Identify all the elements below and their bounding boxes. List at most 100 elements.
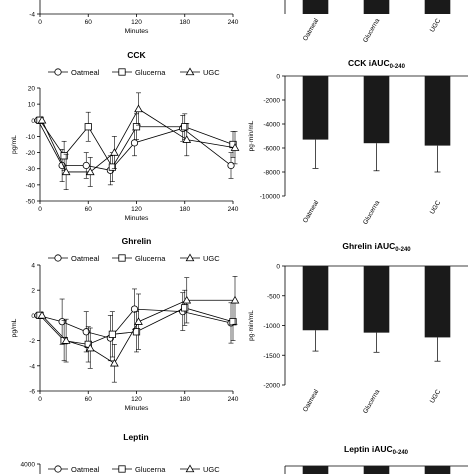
cck_line-chart: CCK Oatmeal Glucerna UGC 20 10 0 -10 -20 -30 -40 -5… — [11, 50, 240, 222]
data-point-square — [84, 123, 92, 131]
x-category-label: UGC — [429, 388, 442, 404]
title-subscript: 0-240 — [393, 450, 409, 456]
y-axis-label: pg·min/mL — [248, 310, 255, 341]
legend-circle-icon — [54, 68, 62, 76]
x-category-label: Oatmeal — [302, 388, 321, 413]
y-tick-label: -2 — [29, 338, 35, 345]
legend-label-glucerna: Glucerna — [135, 465, 166, 474]
cck_line-title: CCK — [127, 50, 146, 60]
legend-label-ugc: UGC — [203, 68, 220, 77]
y-tick-label: -500 — [267, 293, 280, 300]
data-point-triangle — [61, 336, 71, 344]
data-point-circle — [130, 305, 139, 313]
data-point-triangle — [110, 148, 119, 156]
bar-partial — [424, 466, 451, 474]
x-tick-label: 60 — [85, 206, 93, 213]
x-tick-label: 180 — [179, 19, 190, 26]
x-axis-label: Minutes — [125, 28, 149, 35]
data-point-square — [132, 328, 141, 336]
legend-label-glucerna: Glucerna — [135, 68, 166, 77]
top-line-partial: -40 60 120 180 240 Minutes — [29, 0, 239, 35]
y-tick-label: -10 — [26, 134, 36, 141]
y-tick-label: -40 — [26, 182, 36, 189]
bar-glucerna — [363, 76, 390, 144]
y-tick-label: -2000 — [263, 98, 280, 105]
y-tick-label: -6000 — [263, 146, 280, 153]
bar-partial — [363, 466, 390, 474]
legend-circle-icon — [54, 254, 62, 262]
legend-triangle-icon — [185, 464, 195, 473]
top-bar-partial: Oatmeal Glucerna UGC — [284, 0, 451, 44]
title-main: Leptin iAUC — [344, 444, 393, 454]
bar-ugc — [424, 0, 451, 14]
legend-square-icon — [118, 254, 126, 262]
data-point-triangle — [85, 167, 95, 176]
data-point-circle — [227, 161, 235, 170]
x-category-label: Oatmeal — [302, 17, 321, 42]
y-tick-label: 0 — [276, 74, 280, 81]
legend-circle-icon — [54, 465, 62, 473]
x-tick-label: 120 — [131, 396, 142, 403]
ghrelin_bar-chart: Ghrelin iAUC0-240 0 -500 -1000 -1500 -2000 pg·… — [248, 241, 468, 415]
bar-oatmeal — [302, 0, 329, 14]
x-tick-label: 180 — [179, 206, 190, 213]
data-point-triangle — [37, 115, 47, 124]
leptin-title: Leptin — [123, 432, 149, 442]
bar-ugc — [424, 266, 451, 338]
ghrelin_line-title: Ghrelin — [122, 236, 152, 246]
bar-glucerna — [363, 0, 390, 14]
data-point-triangle — [134, 317, 143, 325]
x-category-label: Glucerna — [362, 199, 381, 226]
y-axis-label: pg·min/mL — [248, 120, 255, 151]
y-tick-label: 4000 — [21, 462, 36, 469]
x-tick-label: 60 — [85, 19, 93, 26]
y-tick-label: -4000 — [263, 122, 280, 129]
bar-oatmeal — [302, 266, 329, 331]
legend-label-oatmeal: Oatmeal — [71, 254, 100, 263]
x-tick-label: 60 — [85, 396, 93, 403]
y-tick-label: 4 — [31, 263, 35, 270]
leptin-line-partial: Leptin 4000 Oatmeal Glucerna UGC — [21, 432, 220, 474]
x-category-label: Glucerna — [362, 388, 381, 415]
x-category-label: UGC — [429, 17, 442, 33]
data-point-triangle — [134, 104, 143, 113]
y-tick-label: -10000 — [260, 194, 281, 201]
legend-triangle-icon — [185, 253, 195, 262]
y-tick-label: 10 — [28, 102, 36, 109]
x-tick-label: 120 — [131, 19, 142, 26]
cck_bar-title: CCK iAUC0-240 — [348, 58, 406, 70]
x-tick-label: 240 — [228, 206, 239, 213]
series-ugc — [37, 276, 240, 383]
legend-label-oatmeal: Oatmeal — [71, 68, 100, 77]
x-tick-label: 240 — [228, 19, 239, 26]
y-tick-label: -20 — [26, 150, 36, 157]
data-point-triangle — [182, 135, 192, 143]
series-glucerna — [36, 289, 237, 363]
legend-square-icon — [118, 465, 126, 473]
x-tick-label: 240 — [228, 396, 239, 403]
bar-oatmeal — [302, 76, 329, 140]
bar-glucerna — [363, 266, 390, 333]
y-tick-label: -50 — [26, 199, 36, 206]
ghrelin_bar-title: Ghrelin iAUC0-240 — [342, 241, 411, 253]
data-point-circle — [58, 318, 66, 326]
data-point-square — [108, 163, 116, 171]
data-point-circle — [82, 161, 90, 170]
data-point-square — [108, 330, 116, 338]
y-tick-label: -2000 — [263, 383, 280, 390]
y-tick-label: 0 — [276, 264, 280, 271]
legend-label-glucerna: Glucerna — [135, 254, 166, 263]
leptin-bar-partial: Leptin iAUC0-240 — [284, 444, 468, 474]
x-axis-label: Minutes — [125, 405, 149, 412]
title-subscript: 0-240 — [395, 247, 411, 253]
y-tick-label: -1000 — [263, 323, 280, 330]
x-category-label: Oatmeal — [302, 199, 321, 224]
y-tick-label: 2 — [31, 288, 35, 295]
x-axis-label: Minutes — [125, 215, 149, 222]
data-point-triangle — [230, 143, 240, 151]
data-point-square — [132, 123, 141, 131]
y-axis-label: pg/mL — [11, 318, 18, 337]
y-tick-label: -30 — [26, 166, 36, 173]
data-point-square — [60, 152, 68, 160]
